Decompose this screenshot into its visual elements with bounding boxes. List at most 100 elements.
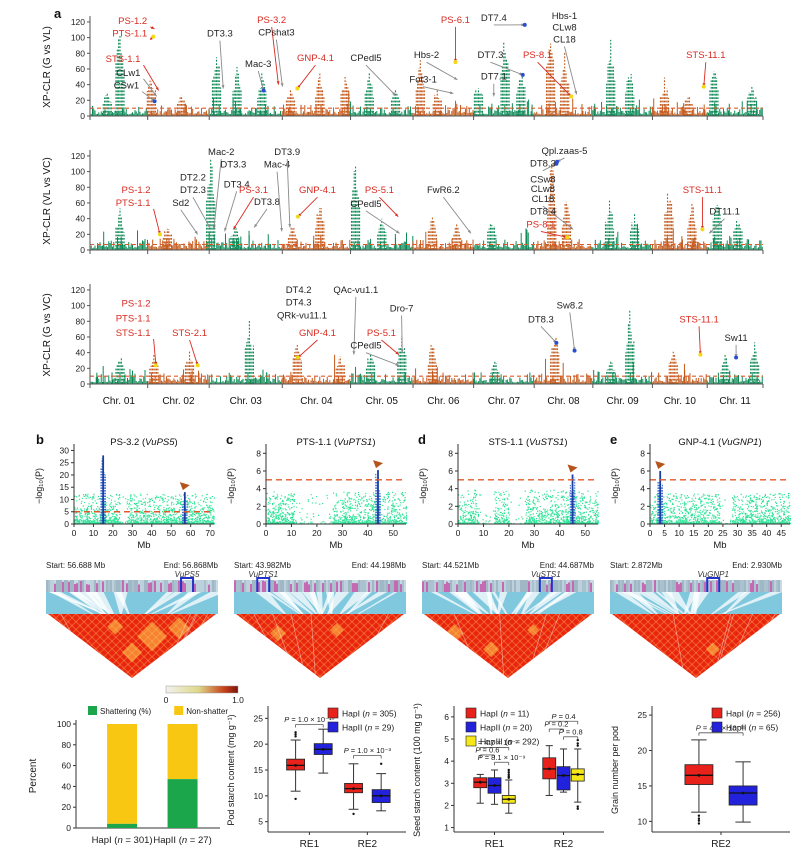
svg-text:CSw1: CSw1 bbox=[114, 81, 139, 92]
svg-text:Chr. 05: Chr. 05 bbox=[366, 396, 399, 407]
gwas-plot-sts11: 0 2 4 6 8 0 10 20 30 40 50 Mb −log₁₀(P) STS-1.1 (VuST… bbox=[412, 436, 604, 559]
svg-text:Mb: Mb bbox=[137, 540, 150, 551]
panel-letter-c: c bbox=[226, 432, 234, 447]
svg-text:GNP-4.1: GNP-4.1 bbox=[299, 185, 336, 196]
svg-text:10: 10 bbox=[89, 528, 99, 538]
svg-text:STS-11.1: STS-11.1 bbox=[686, 50, 725, 61]
ld-heatmap-vups5: Start: 56.688 Mb End: 56.868Mb VuPS5 bbox=[44, 560, 225, 685]
svg-text:CSw8: CSw8 bbox=[530, 174, 555, 185]
svg-text:GNP-4.1: GNP-4.1 bbox=[297, 53, 334, 64]
ld-color-scale: 0 1.0 bbox=[146, 680, 266, 711]
svg-text:DT4.3: DT4.3 bbox=[286, 298, 312, 309]
svg-text:PTS-1.1: PTS-1.1 bbox=[112, 29, 147, 40]
xpclr-plot-g-vs-vc: 0 20 40 60 80 100 120 XP-CLR (G vs VC) Chr. 01 Ch… bbox=[20, 278, 782, 433]
svg-text:Sd2: Sd2 bbox=[172, 198, 189, 209]
svg-text:DT4.2: DT4.2 bbox=[286, 285, 312, 296]
svg-text:0: 0 bbox=[80, 245, 85, 255]
svg-text:PS-8.1: PS-8.1 bbox=[523, 50, 552, 61]
ld-heatmap-vugnp1: Start: 2.872Mb End: 2.930Mb VuGNP1 bbox=[608, 560, 784, 685]
svg-text:20: 20 bbox=[76, 229, 86, 239]
svg-text:CPshat3: CPshat3 bbox=[258, 28, 294, 39]
svg-text:0: 0 bbox=[64, 519, 69, 529]
svg-text:STS-1.1: STS-1.1 bbox=[106, 54, 141, 65]
svg-text:100: 100 bbox=[71, 301, 85, 311]
xpclr-plot-g-vs-vl: 0 20 40 60 80 100 120 XP-CLR (G vs VL) PS-1.2 PTS… bbox=[20, 10, 782, 145]
svg-text:PS-1.2: PS-1.2 bbox=[118, 16, 147, 27]
svg-text:DT7.1: DT7.1 bbox=[481, 72, 507, 83]
gwas-plot-ps32: 0 5 10 15 20 25 30 0 10 20 30 40 50 60 70 Mb −log₁₀(P) PS… bbox=[28, 436, 220, 559]
svg-text:CLw8: CLw8 bbox=[552, 23, 576, 34]
svg-text:50: 50 bbox=[166, 528, 176, 538]
svg-text:STS-1.1: STS-1.1 bbox=[116, 328, 151, 339]
svg-text:120: 120 bbox=[71, 17, 85, 27]
svg-text:PS-5.1: PS-5.1 bbox=[367, 328, 396, 339]
svg-text:30: 30 bbox=[128, 528, 138, 538]
svg-text:PTS-1.1: PTS-1.1 bbox=[116, 313, 151, 324]
svg-text:QAc-vu1.1: QAc-vu1.1 bbox=[333, 285, 378, 296]
svg-text:Sw11: Sw11 bbox=[725, 333, 748, 344]
svg-text:25: 25 bbox=[60, 458, 70, 468]
svg-text:DT2.3: DT2.3 bbox=[180, 185, 206, 196]
svg-text:20: 20 bbox=[108, 528, 118, 538]
svg-text:70: 70 bbox=[205, 528, 215, 538]
svg-text:Qpl.zaas-5: Qpl.zaas-5 bbox=[541, 146, 587, 157]
svg-text:Chr. 03: Chr. 03 bbox=[230, 396, 263, 407]
svg-text:XP-CLR (VL vs VC): XP-CLR (VL vs VC) bbox=[42, 157, 53, 244]
svg-text:PTS-1.1: PTS-1.1 bbox=[116, 198, 151, 209]
svg-text:DT11.1: DT11.1 bbox=[709, 207, 739, 218]
svg-text:0: 0 bbox=[80, 379, 85, 389]
svg-text:80: 80 bbox=[76, 182, 86, 192]
svg-text:PS-6.1: PS-6.1 bbox=[441, 15, 470, 26]
svg-text:PS-3.2 (VuPS5): PS-3.2 (VuPS5) bbox=[110, 437, 177, 448]
svg-text:80: 80 bbox=[76, 48, 86, 58]
svg-text:Mac-2: Mac-2 bbox=[208, 147, 234, 158]
svg-text:QRk-vu11.1: QRk-vu11.1 bbox=[277, 310, 327, 321]
svg-text:60: 60 bbox=[76, 198, 86, 208]
ld-heatmap-vusts1: Start: 44.521Mb End: 44.687Mb VuSTS1 bbox=[420, 560, 596, 685]
svg-text:CLw1: CLw1 bbox=[116, 68, 140, 79]
svg-text:STS-11.1: STS-11.1 bbox=[679, 314, 718, 325]
seed-starch-boxplot: 1 2 3 4 5 6 Seed starch content (100 mg g⁻¹) RE… bbox=[408, 700, 612, 866]
svg-text:100: 100 bbox=[71, 33, 85, 43]
svg-text:DT3.3: DT3.3 bbox=[220, 160, 246, 171]
svg-text:PS-3.2: PS-3.2 bbox=[257, 15, 286, 26]
svg-text:DT7.3: DT7.3 bbox=[477, 50, 503, 61]
svg-text:DT8.4: DT8.4 bbox=[530, 207, 556, 218]
panel-letter-d: d bbox=[418, 432, 426, 447]
svg-text:PS-8.1: PS-8.1 bbox=[526, 219, 555, 230]
svg-text:40: 40 bbox=[76, 348, 86, 358]
svg-text:STS-2.1: STS-2.1 bbox=[172, 328, 207, 339]
gwas-plot-gnp41: 0 2 4 6 8 0 5 10 15 20 25 30 35 40 45 Mb −log₁₀(P) GNP-4.… bbox=[604, 436, 796, 559]
svg-text:CPedl5: CPedl5 bbox=[350, 53, 381, 64]
svg-text:Chr. 11: Chr. 11 bbox=[719, 396, 751, 407]
svg-text:PS-5.1: PS-5.1 bbox=[365, 185, 394, 196]
svg-text:100: 100 bbox=[71, 167, 85, 177]
svg-text:Hbs-2: Hbs-2 bbox=[414, 50, 439, 61]
svg-text:Chr. 06: Chr. 06 bbox=[427, 396, 460, 407]
shattering-bar-chart: 0 20 40 60 80 100 Percent HapI (n = 301) HapII (… bbox=[24, 700, 254, 866]
svg-text:DT3.8: DT3.8 bbox=[254, 197, 280, 208]
svg-text:10: 10 bbox=[60, 494, 70, 504]
gwas-plot-pts11: 0 2 4 6 8 0 10 20 30 40 50 Mb −log₁₀(P) PTS-1.1 (VuPT… bbox=[220, 436, 412, 559]
svg-text:Chr. 04: Chr. 04 bbox=[300, 396, 333, 407]
svg-text:Fot3-1: Fot3-1 bbox=[409, 75, 436, 86]
svg-text:5: 5 bbox=[64, 507, 69, 517]
svg-text:0: 0 bbox=[72, 528, 77, 538]
svg-text:−log₁₀(P): −log₁₀(P) bbox=[34, 468, 44, 504]
svg-text:60: 60 bbox=[76, 332, 86, 342]
svg-text:DT3.9: DT3.9 bbox=[274, 147, 300, 158]
svg-text:DT3.3: DT3.3 bbox=[207, 29, 233, 40]
svg-text:120: 120 bbox=[71, 285, 85, 295]
svg-text:CL18: CL18 bbox=[553, 35, 576, 46]
svg-text:80: 80 bbox=[76, 316, 86, 326]
svg-text:40: 40 bbox=[76, 214, 86, 224]
svg-text:DT7.4: DT7.4 bbox=[481, 13, 507, 24]
svg-text:15: 15 bbox=[60, 482, 70, 492]
svg-text:Sw8.2: Sw8.2 bbox=[557, 301, 583, 312]
svg-text:Chr. 07: Chr. 07 bbox=[488, 396, 521, 407]
svg-text:Chr. 08: Chr. 08 bbox=[547, 396, 580, 407]
svg-text:Mac-4: Mac-4 bbox=[264, 160, 290, 171]
svg-text:20: 20 bbox=[76, 95, 86, 105]
svg-text:60: 60 bbox=[76, 64, 86, 74]
panel-letter-e: e bbox=[610, 432, 618, 447]
